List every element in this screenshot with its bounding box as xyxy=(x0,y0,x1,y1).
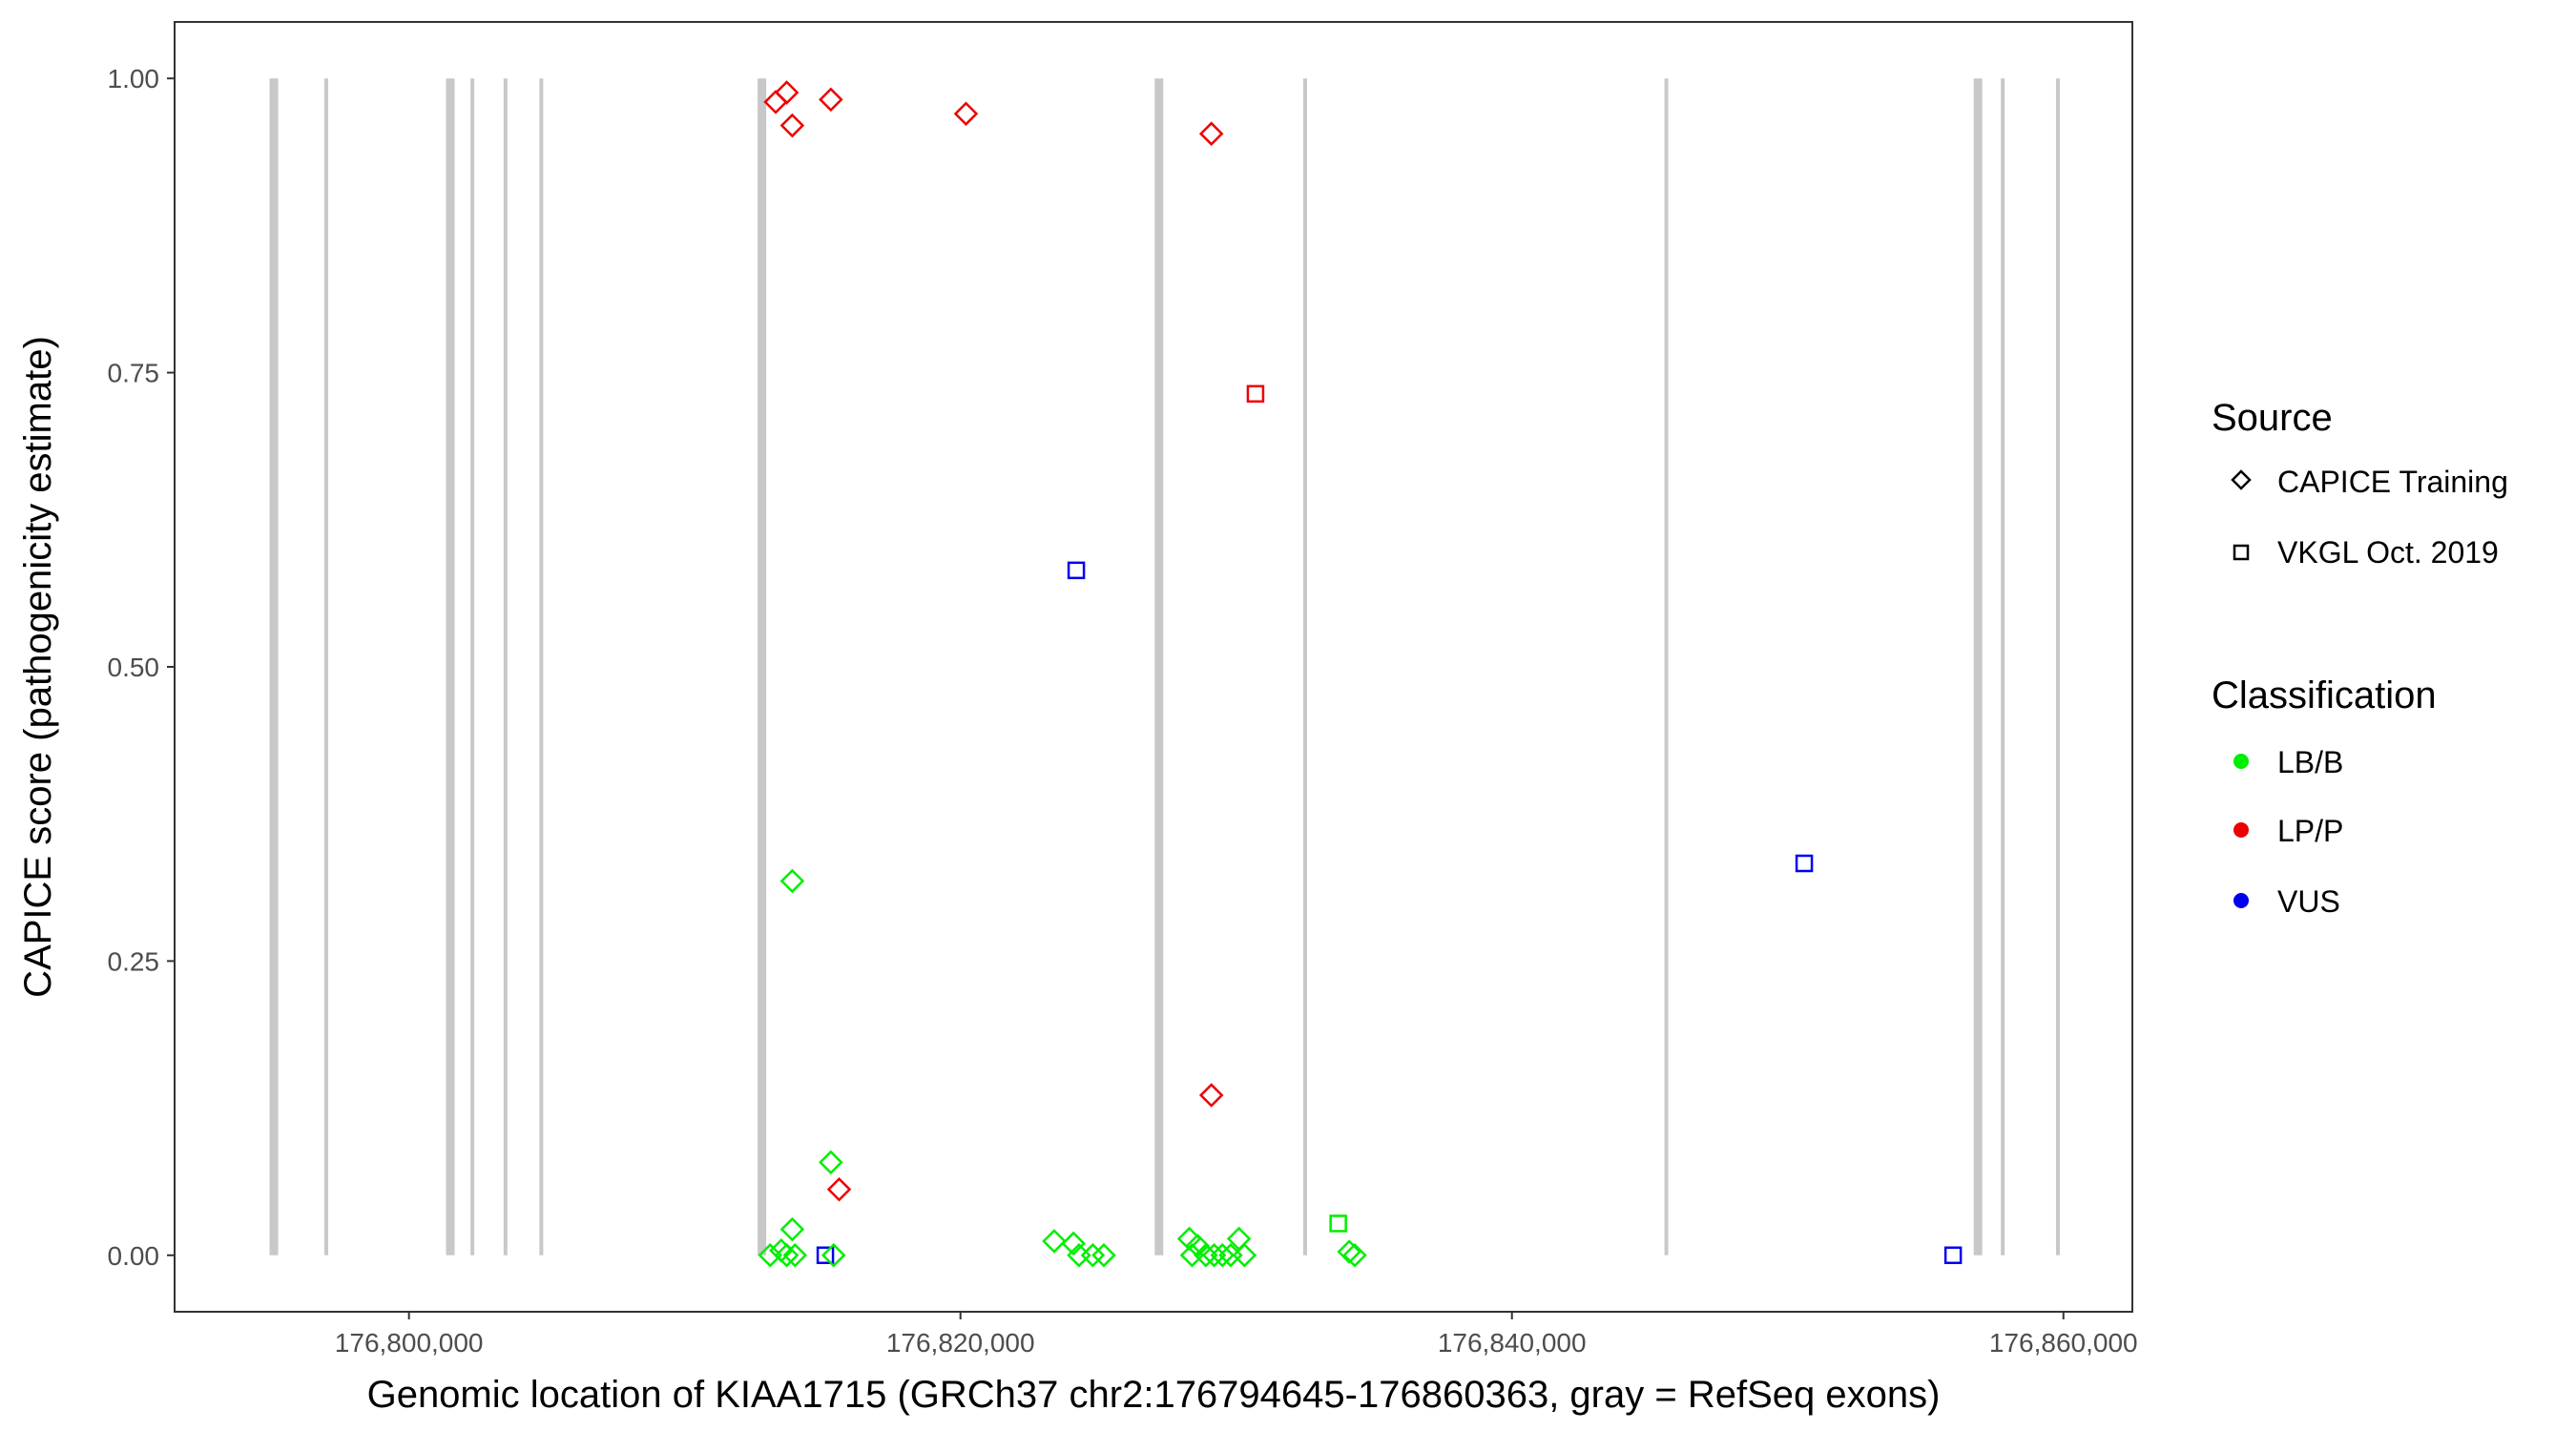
data-point xyxy=(779,1216,805,1242)
data-point xyxy=(819,1150,843,1175)
vus-dot-icon xyxy=(2233,893,2249,908)
lbb-dot-icon xyxy=(2233,754,2249,769)
x-axis-ticks: 176,800,000 176,820,000 176,840,000 176,860… xyxy=(335,1312,2138,1358)
data-point xyxy=(1080,1243,1106,1268)
data-point xyxy=(779,868,805,894)
y-tick-label: 1.00 xyxy=(108,64,160,93)
data-point xyxy=(1795,854,1814,873)
data-point xyxy=(1329,1214,1347,1233)
data-point xyxy=(821,1243,846,1268)
data-point xyxy=(1042,1229,1067,1254)
data-point xyxy=(1198,1083,1224,1108)
data-point xyxy=(953,101,979,126)
data-point xyxy=(1198,121,1224,146)
x-tick-label: 176,800,000 xyxy=(335,1328,484,1358)
square-icon xyxy=(2233,544,2250,561)
legend-item-vus: VUS xyxy=(2233,884,2340,919)
data-point xyxy=(1091,1243,1116,1268)
x-axis-title: Genomic location of KIAA1715 (GRCh37 chr… xyxy=(367,1374,1941,1416)
data-point xyxy=(816,1246,835,1265)
data-point xyxy=(774,1243,800,1268)
data-point xyxy=(1943,1246,1963,1265)
exon-lines xyxy=(269,78,2060,1255)
data-point xyxy=(1337,1239,1361,1264)
plot-background xyxy=(175,22,2132,1312)
lpp-dot-icon xyxy=(2233,822,2249,838)
data-point xyxy=(826,1176,852,1202)
legend-label-vkgl: VKGL Oct. 2019 xyxy=(2277,535,2499,570)
x-tick-label: 176,820,000 xyxy=(886,1328,1035,1358)
data-point xyxy=(1246,384,1265,404)
data-point xyxy=(1210,1243,1236,1268)
legend-item-vkgl: VKGL Oct. 2019 xyxy=(2233,535,2499,570)
data-points xyxy=(758,80,1963,1268)
legend-item-lpp: LP/P xyxy=(2233,814,2343,848)
y-tick-label: 0.00 xyxy=(108,1241,160,1271)
data-point xyxy=(779,113,805,138)
data-point xyxy=(1061,1231,1086,1256)
data-point xyxy=(1342,1243,1367,1268)
data-point xyxy=(1194,1243,1218,1268)
x-tick-label: 176,840,000 xyxy=(1438,1328,1587,1358)
legend-item-lbb: LB/B xyxy=(2233,745,2343,779)
data-point xyxy=(774,80,800,105)
data-point xyxy=(1232,1243,1257,1268)
y-axis-title: CAPICE score (pathogenicity estimate) xyxy=(17,336,59,998)
legend-item-capice-training: CAPICE Training xyxy=(2231,465,2508,499)
data-point xyxy=(758,1243,783,1268)
data-point xyxy=(782,1243,808,1268)
data-point xyxy=(1067,561,1086,580)
legend: Source CAPICE Training VKGL Oct. 2019 Cl… xyxy=(2212,397,2508,919)
legend-label-lbb: LB/B xyxy=(2277,745,2343,779)
diamond-icon xyxy=(2231,469,2252,490)
y-tick-label: 0.75 xyxy=(108,359,160,388)
legend-source-title: Source xyxy=(2212,397,2333,439)
legend-label-capice-training: CAPICE Training xyxy=(2277,465,2508,499)
legend-classification-title: Classification xyxy=(2212,674,2437,716)
y-tick-label: 0.50 xyxy=(108,653,160,682)
y-axis-ticks: 0.00 0.25 0.50 0.75 1.00 xyxy=(108,64,175,1271)
data-point xyxy=(1201,1243,1227,1268)
y-tick-label: 0.25 xyxy=(108,946,160,976)
legend-label-vus: VUS xyxy=(2277,884,2340,919)
x-tick-label: 176,860,000 xyxy=(1989,1328,2138,1358)
data-point xyxy=(819,87,843,113)
legend-label-lpp: LP/P xyxy=(2277,814,2343,848)
